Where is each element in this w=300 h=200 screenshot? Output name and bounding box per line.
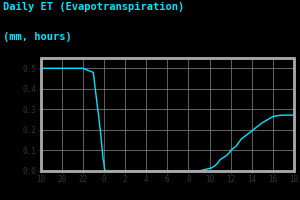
Text: Daily ET (Evapotranspiration): Daily ET (Evapotranspiration) (3, 2, 184, 12)
Text: (mm, hours): (mm, hours) (3, 32, 72, 42)
